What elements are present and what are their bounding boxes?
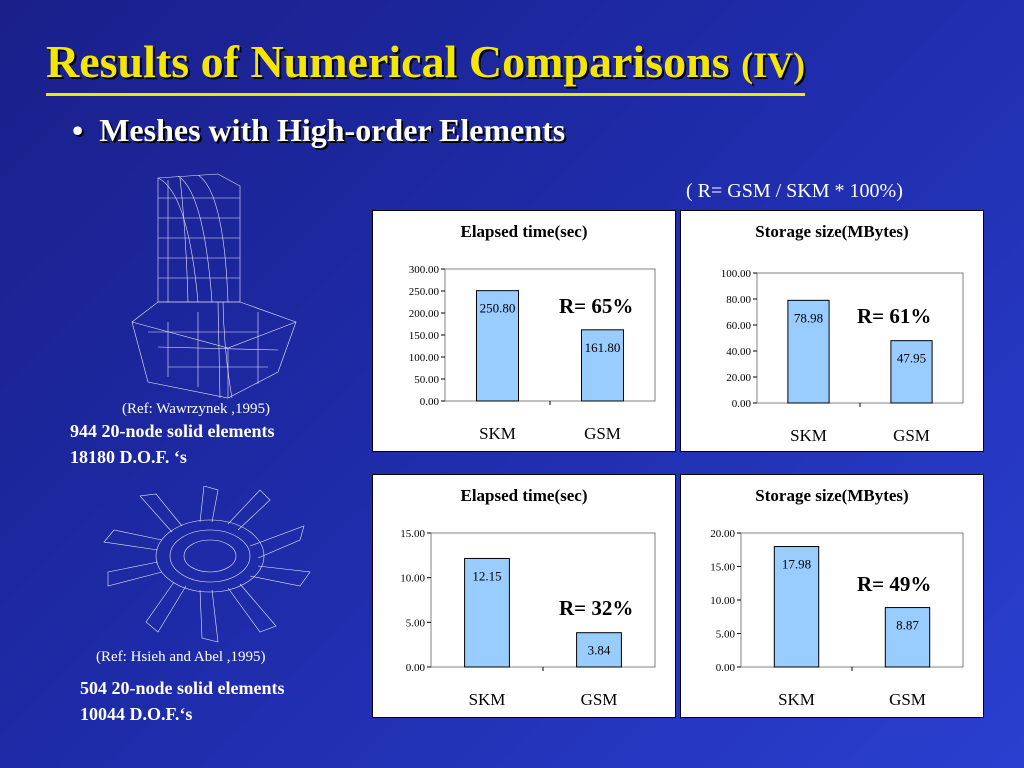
y-tick-label: 10.00 [400, 573, 425, 585]
data-label: 17.98 [782, 557, 811, 572]
y-tick-label: 250.00 [409, 286, 440, 298]
y-tick-label: 5.00 [406, 617, 426, 629]
data-label: 161.80 [585, 340, 621, 355]
y-tick-label: 10.00 [710, 595, 735, 607]
ratio-annotation: R= 49% [857, 572, 931, 596]
data-label: 250.80 [480, 301, 516, 316]
data-label: 3.84 [588, 643, 611, 658]
y-tick-label: 100.00 [409, 352, 440, 364]
ref-hsieh-abel: (Ref: Hsieh and Abel ,1995) [96, 649, 266, 665]
y-tick-label: 200.00 [409, 308, 440, 320]
x-tick-label: SKM [479, 424, 516, 443]
ratio-annotation: R= 65% [559, 294, 633, 318]
chart-panel-4: Storage size(MBytes) 0.00 5.00 10.00 15.00 20… [680, 474, 984, 718]
data-label: 78.98 [794, 310, 823, 325]
y-tick-label: 0.00 [732, 398, 752, 410]
bar-gsm [581, 329, 624, 402]
slide-title: Results of Numerical Comparisons (IV) [46, 34, 806, 96]
x-tick-label: GSM [889, 690, 926, 709]
x-tick-label: GSM [893, 426, 930, 445]
bar-gsm [890, 340, 933, 404]
ratio-annotation: R= 32% [559, 596, 633, 620]
mesh2-elements: 504 20-node solid elements [80, 678, 285, 698]
x-tick-label: SKM [469, 690, 506, 709]
bar-skm [476, 290, 519, 402]
y-tick-label: 20.00 [710, 528, 735, 540]
ref-wawrzynek: (Ref: Wawrzynek ,1995) [122, 401, 271, 417]
y-tick-label: 300.00 [409, 264, 440, 276]
chart-title: Elapsed time(sec) [460, 222, 587, 241]
ratio-annotation: R= 61% [857, 304, 931, 328]
y-tick-label: 40.00 [726, 346, 751, 358]
bar-gsm [576, 632, 622, 668]
data-label: 8.87 [896, 618, 919, 633]
chart-title: Storage size(MBytes) [755, 222, 908, 241]
bar-chart-storage-1: Storage size(MBytes) 0.00 20.00 40.00 60.00 8… [721, 222, 964, 445]
y-tick-label: 150.00 [409, 330, 440, 342]
title-text: Results of Numerical Comparisons [46, 36, 730, 87]
y-tick-label: 0.00 [420, 396, 440, 408]
mesh1-dof: 18180 D.O.F. ‘s [70, 447, 187, 467]
data-label: 47.95 [897, 351, 926, 366]
x-tick-label: GSM [584, 424, 621, 443]
x-tick-label: SKM [778, 690, 815, 709]
x-tick-label: SKM [790, 426, 827, 445]
bar-chart-elapsed-1: Elapsed time(sec) 0.00 50.00 100.00 150.00 20… [409, 222, 656, 443]
title-suffix: (IV) [741, 45, 806, 85]
bar-skm [787, 299, 830, 404]
y-tick-label: 100.00 [721, 268, 752, 280]
chart-title: Elapsed time(sec) [460, 486, 587, 505]
y-tick-label: 80.00 [726, 294, 751, 306]
chart-panel-2: Storage size(MBytes) 0.00 20.00 40.00 60.00 8… [680, 210, 984, 452]
y-tick-label: 20.00 [726, 372, 751, 384]
chart-title: Storage size(MBytes) [755, 486, 908, 505]
mesh2-dof: 10044 D.O.F.‘s [80, 704, 193, 724]
y-tick-label: 15.00 [400, 528, 425, 540]
impeller-mesh-image [103, 486, 311, 643]
y-tick-label: 5.00 [716, 629, 736, 641]
bar-skm [464, 557, 510, 668]
data-label: 12.15 [472, 568, 501, 583]
y-tick-label: 15.00 [710, 562, 735, 574]
y-tick-label: 60.00 [726, 320, 751, 332]
bullet-item: • Meshes with High-order Elements [72, 112, 565, 149]
chart-panel-1: Elapsed time(sec) 0.00 50.00 100.00 150.00 20… [372, 210, 676, 452]
bullet-marker: • [72, 112, 84, 148]
bullet-text: Meshes with High-order Elements [99, 112, 566, 148]
y-tick-label: 0.00 [406, 662, 426, 674]
bar-gsm [884, 607, 931, 668]
blade-mesh-image [131, 173, 297, 399]
y-tick-label: 0.00 [716, 662, 736, 674]
ratio-formula: ( R= GSM / SKM * 100%) [686, 180, 903, 202]
bar-chart-elapsed-2: Elapsed time(sec) 0.00 5.00 10.00 15.00 12.15… [400, 486, 656, 709]
y-tick-label: 50.00 [414, 374, 439, 386]
bar-skm [773, 546, 820, 668]
bar-chart-storage-2: Storage size(MBytes) 0.00 5.00 10.00 15.00 20… [710, 486, 964, 709]
mesh1-elements: 944 20-node solid elements [70, 421, 275, 441]
x-tick-label: GSM [581, 690, 618, 709]
chart-panel-3: Elapsed time(sec) 0.00 5.00 10.00 15.00 12.15… [372, 474, 676, 718]
